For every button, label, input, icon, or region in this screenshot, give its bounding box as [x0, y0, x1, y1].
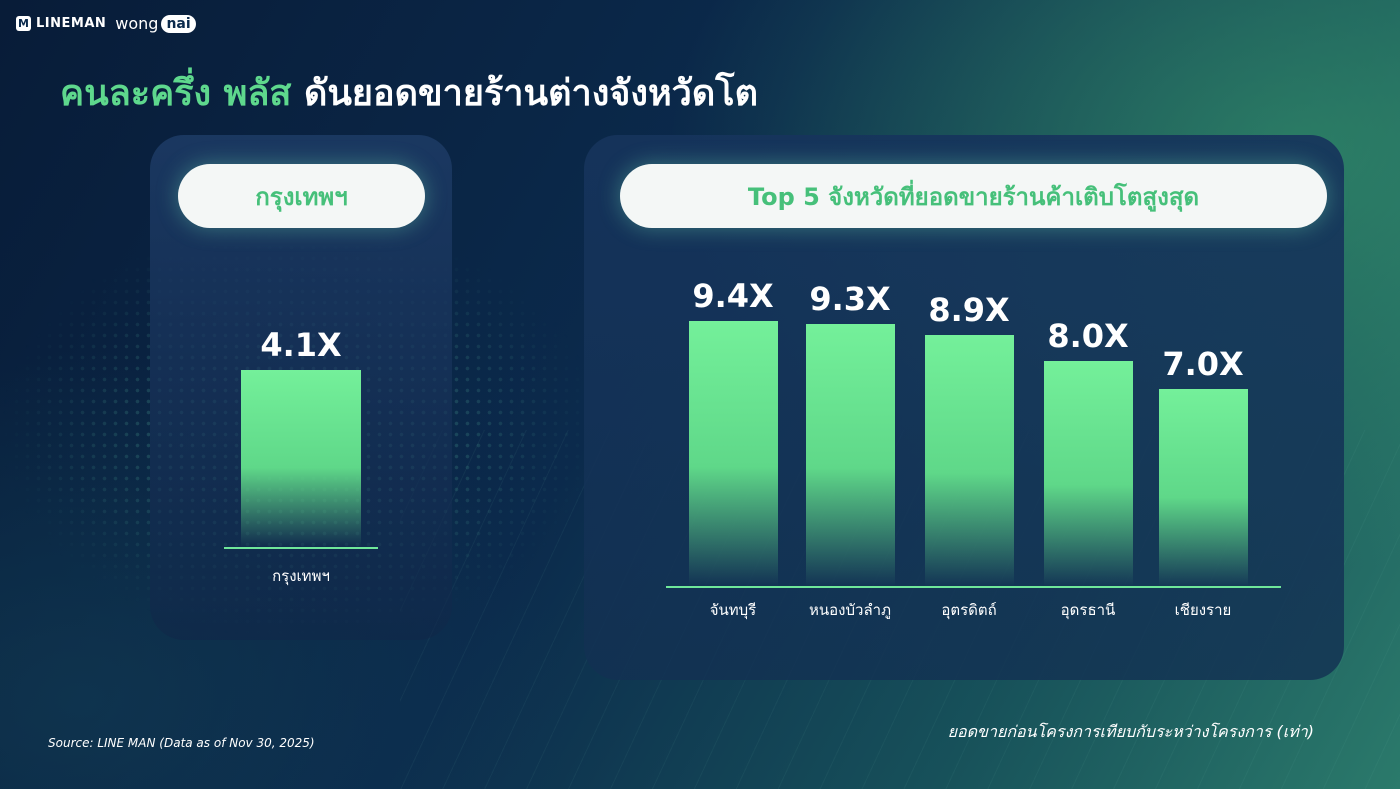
bar — [1043, 360, 1133, 586]
category-label: อุดรธานี — [1060, 601, 1116, 619]
category-label: เชียงราย — [1174, 601, 1232, 619]
bar-value-label: 9.4X — [692, 277, 774, 316]
unit-note: ยอดขายก่อนโครงการเทียบกับระหว่างโครงการ … — [947, 722, 1314, 741]
chart-baseline — [224, 547, 378, 549]
title-rest: ดันยอดขายร้านต่างจังหวัดโต — [303, 73, 758, 114]
bar-value-label: 7.0X — [1162, 344, 1244, 383]
bar — [924, 335, 1014, 586]
bar — [805, 324, 895, 586]
source-note: Source: LINE MAN (Data as of Nov 30, 202… — [48, 736, 315, 750]
category-label: อุตรดิตถ์ — [941, 601, 997, 619]
top5-chart-title: Top 5 จังหวัดที่ยอดขายร้านค้าเติบโตสูงสุ… — [620, 164, 1327, 228]
bar-value-label: 8.9X — [928, 291, 1010, 330]
brand-nai: nai — [161, 14, 196, 33]
bangkok-chart-title: กรุงเทพฯ — [178, 164, 425, 228]
bar-value-label: 8.0X — [1047, 316, 1129, 355]
bar — [688, 321, 778, 586]
bar — [1158, 388, 1248, 586]
category-label: กรุงเทพฯ — [272, 567, 330, 585]
category-label: จันทบุรี — [709, 601, 757, 619]
title-highlight: คนละครึ่ง พลัส — [60, 73, 292, 114]
category-label: หนองบัวลำภู — [809, 601, 891, 619]
bar-value-label: 4.1X — [260, 325, 342, 364]
bar — [241, 369, 361, 547]
bar-value-label: 9.3X — [809, 280, 891, 319]
brand-lineman: LINEMAN — [36, 16, 107, 31]
lineman-logo-icon: M — [16, 16, 31, 31]
brand-logo: M LINEMAN wong nai — [16, 14, 196, 33]
brand-wong: wong — [115, 14, 159, 33]
page-title: คนละครึ่ง พลัส ดันยอดขายร้านต่างจังหวัดโ… — [60, 64, 758, 121]
chart-baseline — [666, 586, 1281, 588]
